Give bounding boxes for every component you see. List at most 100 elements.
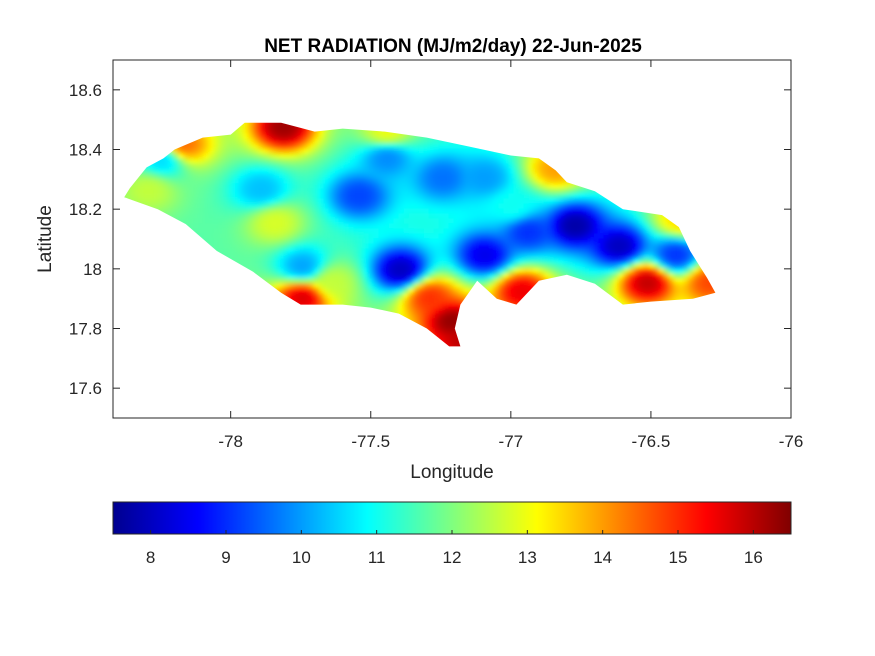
heatmap-cell bbox=[558, 237, 565, 244]
heatmap-cell bbox=[623, 247, 630, 254]
heatmap-cell bbox=[203, 197, 210, 204]
heatmap-cell bbox=[283, 162, 290, 169]
heatmap-cell bbox=[168, 157, 175, 164]
heatmap-cell bbox=[403, 257, 410, 264]
heatmap-cell bbox=[473, 197, 480, 204]
heatmap-cell bbox=[548, 182, 555, 189]
heatmap-cell bbox=[393, 142, 400, 149]
heatmap-cell bbox=[483, 242, 490, 249]
heatmap-cell bbox=[443, 142, 450, 149]
heatmap-cell bbox=[433, 227, 440, 234]
heatmap-cell bbox=[418, 227, 425, 234]
heatmap-cell bbox=[353, 257, 360, 264]
heatmap-cell bbox=[288, 197, 295, 204]
heatmap-cell bbox=[358, 252, 365, 259]
heatmap-cell bbox=[303, 127, 310, 134]
heatmap-cell bbox=[513, 282, 520, 289]
heatmap-cell bbox=[453, 292, 460, 299]
heatmap-cell bbox=[253, 182, 260, 189]
heatmap-cell bbox=[318, 167, 325, 174]
heatmap-cell bbox=[288, 227, 295, 234]
heatmap-cell bbox=[408, 182, 415, 189]
heatmap-cell bbox=[328, 212, 335, 219]
heatmap-cell bbox=[448, 327, 455, 334]
heatmap-cell bbox=[388, 227, 395, 234]
heatmap-cell bbox=[618, 252, 625, 259]
heatmap-cell bbox=[468, 272, 475, 279]
heatmap-cell bbox=[238, 182, 245, 189]
heatmap-cell bbox=[163, 157, 170, 164]
heatmap-cell bbox=[363, 147, 370, 154]
heatmap-cell bbox=[178, 162, 185, 169]
heatmap-cell bbox=[333, 247, 340, 254]
heatmap-cell bbox=[403, 202, 410, 209]
heatmap-cell bbox=[433, 297, 440, 304]
heatmap-cell bbox=[268, 267, 275, 274]
heatmap-cell bbox=[523, 237, 530, 244]
heatmap-cell bbox=[298, 157, 305, 164]
heatmap-cell bbox=[518, 262, 525, 269]
heatmap-cell bbox=[423, 202, 430, 209]
heatmap-cell bbox=[448, 177, 455, 184]
heatmap-cell bbox=[383, 167, 390, 174]
heatmap-cell bbox=[273, 122, 280, 124]
heatmap-cell bbox=[393, 152, 400, 159]
heatmap-cell bbox=[423, 322, 430, 329]
heatmap-cell bbox=[353, 297, 360, 304]
heatmap-cell bbox=[403, 222, 410, 229]
heatmap-cell bbox=[473, 212, 480, 219]
heatmap-cell bbox=[458, 262, 465, 269]
heatmap-cell bbox=[438, 242, 445, 249]
heatmap-cell bbox=[578, 247, 585, 254]
heatmap-cell bbox=[338, 217, 345, 224]
heatmap-cell bbox=[408, 252, 415, 259]
heatmap-cell bbox=[388, 262, 395, 269]
heatmap-cell bbox=[423, 207, 430, 214]
heatmap-cell bbox=[278, 202, 285, 209]
heatmap-cell bbox=[298, 162, 305, 169]
heatmap-cell bbox=[323, 222, 330, 229]
heatmap-cell bbox=[458, 142, 465, 149]
heatmap-cell bbox=[368, 297, 375, 304]
heatmap-cell bbox=[418, 282, 425, 289]
heatmap-cell bbox=[513, 177, 520, 184]
heatmap-cell bbox=[603, 237, 610, 244]
heatmap-cell bbox=[288, 257, 295, 264]
heatmap-cell bbox=[268, 252, 275, 259]
heatmap-cell bbox=[423, 237, 430, 244]
heatmap-cell bbox=[633, 237, 640, 244]
heatmap-cell bbox=[543, 262, 550, 269]
heatmap-cell bbox=[273, 187, 280, 194]
heatmap-cell bbox=[423, 257, 430, 264]
heatmap-cell bbox=[188, 207, 195, 214]
heatmap-cell bbox=[608, 227, 615, 234]
heatmap-cell bbox=[393, 262, 400, 269]
heatmap-cell bbox=[193, 227, 200, 234]
heatmap-cell bbox=[463, 247, 470, 254]
heatmap-cell bbox=[468, 232, 475, 239]
heatmap-cell bbox=[573, 217, 580, 224]
heatmap-cell bbox=[213, 212, 220, 219]
heatmap-cell bbox=[383, 142, 390, 149]
heatmap-cell bbox=[538, 192, 545, 199]
heatmap-cell bbox=[383, 232, 390, 239]
heatmap-cell bbox=[318, 177, 325, 184]
heatmap-cell bbox=[338, 262, 345, 269]
heatmap-cell bbox=[478, 272, 485, 279]
heatmap-cell bbox=[298, 297, 305, 304]
heatmap-cell bbox=[358, 177, 365, 184]
heatmap-cell bbox=[543, 212, 550, 219]
heatmap-cell bbox=[458, 252, 465, 259]
heatmap-cell bbox=[453, 222, 460, 229]
heatmap-cell bbox=[383, 262, 390, 269]
heatmap-cell bbox=[428, 152, 435, 159]
heatmap-cell bbox=[393, 267, 400, 274]
heatmap-cell bbox=[278, 257, 285, 264]
heatmap-cell bbox=[458, 272, 465, 279]
heatmap-cell bbox=[208, 162, 215, 169]
heatmap-cell bbox=[448, 187, 455, 194]
heatmap-cell bbox=[348, 152, 355, 159]
heatmap-cell bbox=[378, 262, 385, 269]
heatmap-cell bbox=[353, 247, 360, 254]
heatmap-cell bbox=[193, 137, 200, 144]
